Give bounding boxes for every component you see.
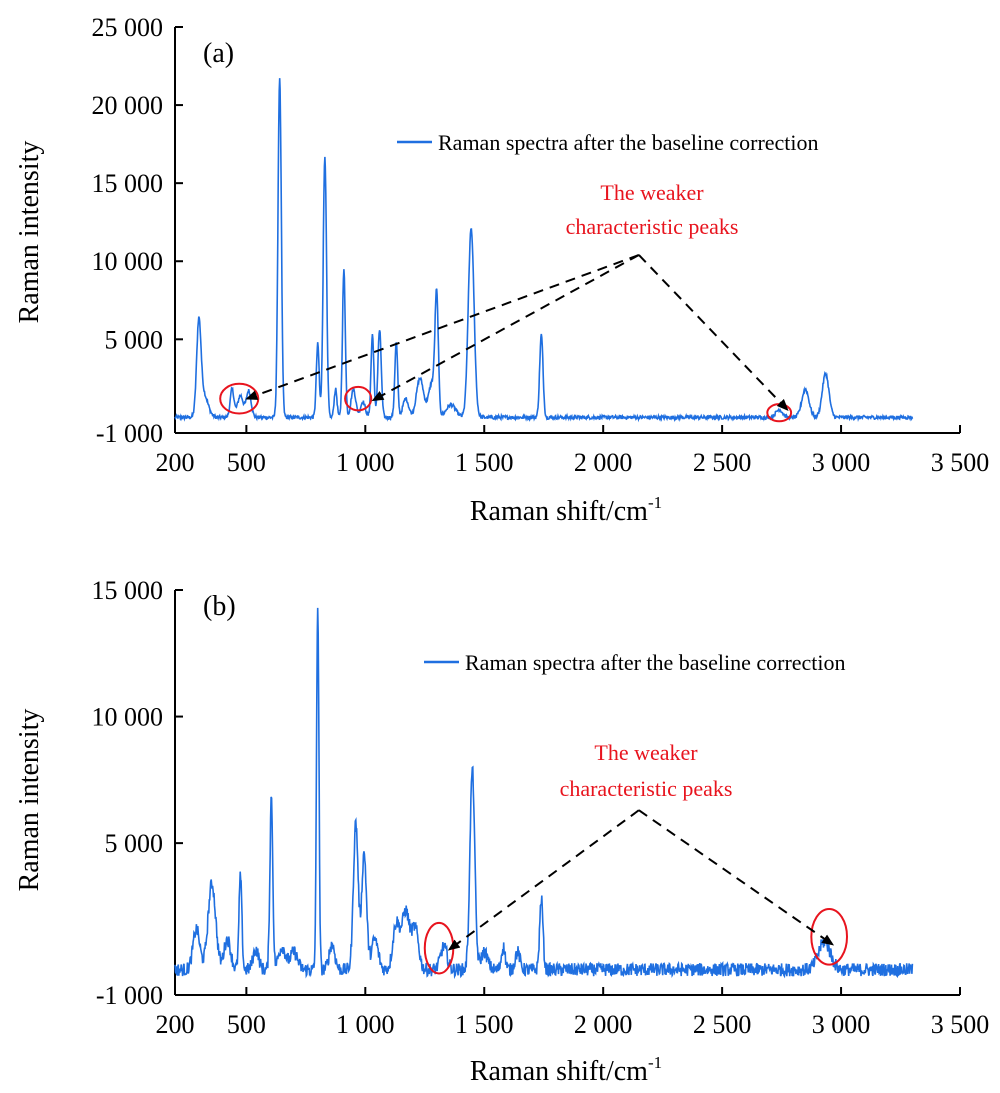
panel-a-x-tick-label: 2 000 (574, 448, 633, 477)
panel-a-x-tick-label: 2 500 (693, 448, 752, 477)
panel-b-highlight-circle (810, 907, 849, 966)
panel-b-x-tick-label: 3 000 (812, 1010, 871, 1039)
panel-b-y-axis-label: Raman intensity (14, 709, 45, 892)
panel-b-x-axis-label: Raman shift/cm-1 (470, 1053, 662, 1087)
panel-a-x-tick-label: 1 500 (455, 448, 514, 477)
panel-b-highlight-circle (423, 921, 455, 975)
panel-b-label: (b) (203, 591, 236, 622)
panel-b-y-tick-label: 10 000 (92, 703, 164, 732)
panel-b-x-tick-label: 2 500 (693, 1010, 752, 1039)
panel-a-annotation-arrow (371, 254, 640, 402)
panel-b-spectrum-line (174, 607, 914, 980)
panel-a-annotation-arrow (638, 254, 789, 412)
panel-a-x-tick-label: 200 (156, 448, 195, 477)
panel-b-annotation-arrow (447, 809, 640, 951)
panel-a-y-tick-label: 5 000 (105, 325, 164, 354)
panel-b-x-axis-label-sup: -1 (648, 1053, 662, 1072)
panel-b-y-tick-label: 15 000 (92, 576, 164, 605)
panel-b-legend-label: Raman spectra after the baseline correct… (465, 650, 846, 675)
panel-b-x-tick-label: 200 (156, 1010, 195, 1039)
panel-a-legend: Raman spectra after the baseline correct… (397, 130, 819, 155)
panel-a-y-tick-label: 25 000 (92, 13, 164, 42)
panel-a-annotation-line-2: characteristic peaks (566, 214, 739, 239)
panel-b: 200 500 1 000 1 500 2 000 2 500 3 000 3 500 -1 0… (14, 576, 989, 1087)
panel-b-annotation-arrow (638, 809, 835, 946)
panel-b-x-tick-label: 3 500 (931, 1010, 990, 1039)
panel-a-y-axis-label: Raman intensity (14, 141, 45, 324)
panel-b-y-tick-label: -1 000 (96, 981, 163, 1010)
panel-b-y-tick-label: 5 000 (105, 829, 164, 858)
panel-a: 200 500 1 000 1 500 2 000 2 500 3 000 3 500 -1 0… (14, 13, 989, 527)
panel-a-x-axis-label-sup: -1 (648, 493, 662, 512)
panel-a-x-tick-label: 1 000 (336, 448, 395, 477)
panel-b-annotation-line-2: characteristic peaks (560, 776, 733, 801)
panel-a-label: (a) (203, 38, 234, 69)
panel-b-x-tick-label: 1 500 (455, 1010, 514, 1039)
panel-b-annotation-line-1: The weaker (594, 740, 698, 765)
panel-a-y-tick-label: -1 000 (96, 419, 163, 448)
panel-b-legend: Raman spectra after the baseline correct… (424, 650, 846, 675)
panel-a-highlight-circle (344, 385, 373, 412)
panel-a-y-tick-label: 15 000 (92, 169, 164, 198)
panel-b-x-tick-label: 500 (227, 1010, 266, 1039)
panel-a-y-tick-label: 10 000 (92, 247, 164, 276)
panel-a-annotation-arrow (245, 254, 640, 400)
panel-b-x-tick-label: 1 000 (336, 1010, 395, 1039)
panel-a-x-axis-label: Raman shift/cm-1 (470, 493, 662, 527)
panel-b-x-axis-label-main: Raman shift/cm (470, 1056, 648, 1087)
panel-a-legend-label: Raman spectra after the baseline correct… (438, 130, 819, 155)
panel-a-axes: 200 500 1 000 1 500 2 000 2 500 3 000 3 500 -1 0… (92, 13, 990, 477)
panel-b-x-tick-label: 2 000 (574, 1010, 633, 1039)
panel-a-x-tick-label: 3 500 (931, 448, 990, 477)
panel-a-y-tick-label: 20 000 (92, 91, 164, 120)
panel-a-highlight-circle (766, 403, 793, 423)
panel-a-annotation-line-1: The weaker (600, 180, 704, 205)
panel-b-axes: 200 500 1 000 1 500 2 000 2 500 3 000 3 500 -1 0… (92, 576, 990, 1039)
panel-a-x-tick-label: 500 (227, 448, 266, 477)
panel-a-x-axis-label-main: Raman shift/cm (470, 496, 648, 527)
panel-a-x-tick-label: 3 000 (812, 448, 871, 477)
